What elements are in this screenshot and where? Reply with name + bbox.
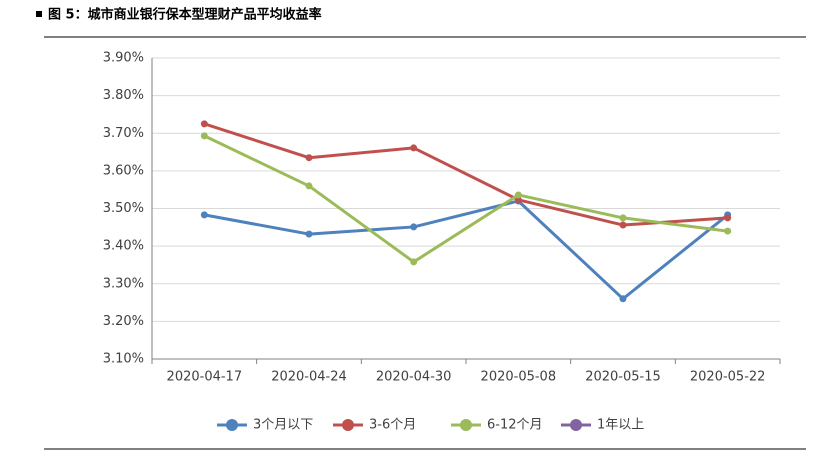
y-tick-label: 3.30%: [103, 276, 144, 291]
data-point: [200, 132, 208, 140]
y-tick-label: 3.10%: [103, 352, 144, 367]
chart-title: 图 5：城市商业银行保本型理财产品平均收益率: [48, 7, 322, 23]
data-point: [410, 223, 418, 231]
series-line: [204, 199, 729, 301]
data-point: [200, 211, 208, 219]
data-point: [514, 191, 522, 199]
x-tick-label: 2020-04-24: [271, 370, 347, 385]
data-point: [514, 196, 522, 204]
data-point: [305, 230, 313, 238]
x-tick-label: 2020-05-22: [690, 370, 766, 385]
data-point: [410, 258, 418, 266]
y-tick-label: 3.80%: [103, 88, 144, 103]
y-tick-label: 3.70%: [103, 126, 144, 141]
y-tick-label: 3.50%: [103, 201, 144, 216]
x-tick-label: 2020-05-15: [585, 370, 661, 385]
title-bullet: [36, 11, 42, 17]
data-point: [619, 214, 627, 222]
data-point: [619, 221, 627, 229]
data-point: [724, 227, 732, 235]
data-point: [619, 295, 627, 303]
data-point: [305, 182, 313, 190]
series-line: [203, 134, 728, 264]
y-tick-label: 3.60%: [103, 163, 144, 178]
legend-marker: [570, 419, 582, 431]
x-tick-label: 2020-04-17: [167, 370, 243, 385]
x-tick-label: 2020-05-08: [481, 370, 557, 385]
data-point: [200, 120, 208, 128]
data-point: [410, 144, 418, 152]
data-point: [305, 154, 313, 162]
data-point: [724, 214, 732, 222]
x-tick-label: 2020-04-30: [376, 370, 452, 385]
legend-label: 3-6个月: [369, 418, 416, 433]
legend-label: 6-12个月: [487, 418, 543, 433]
y-tick-label: 3.40%: [103, 239, 144, 254]
legend-marker: [342, 419, 354, 431]
legend-label: 1年以上: [597, 418, 644, 433]
legend-label: 3个月以下: [253, 418, 313, 433]
y-tick-label: 3.20%: [103, 314, 144, 329]
legend-marker: [226, 419, 238, 431]
series-line: [203, 122, 728, 227]
legend-marker: [460, 419, 472, 431]
y-tick-label: 3.90%: [103, 51, 144, 66]
